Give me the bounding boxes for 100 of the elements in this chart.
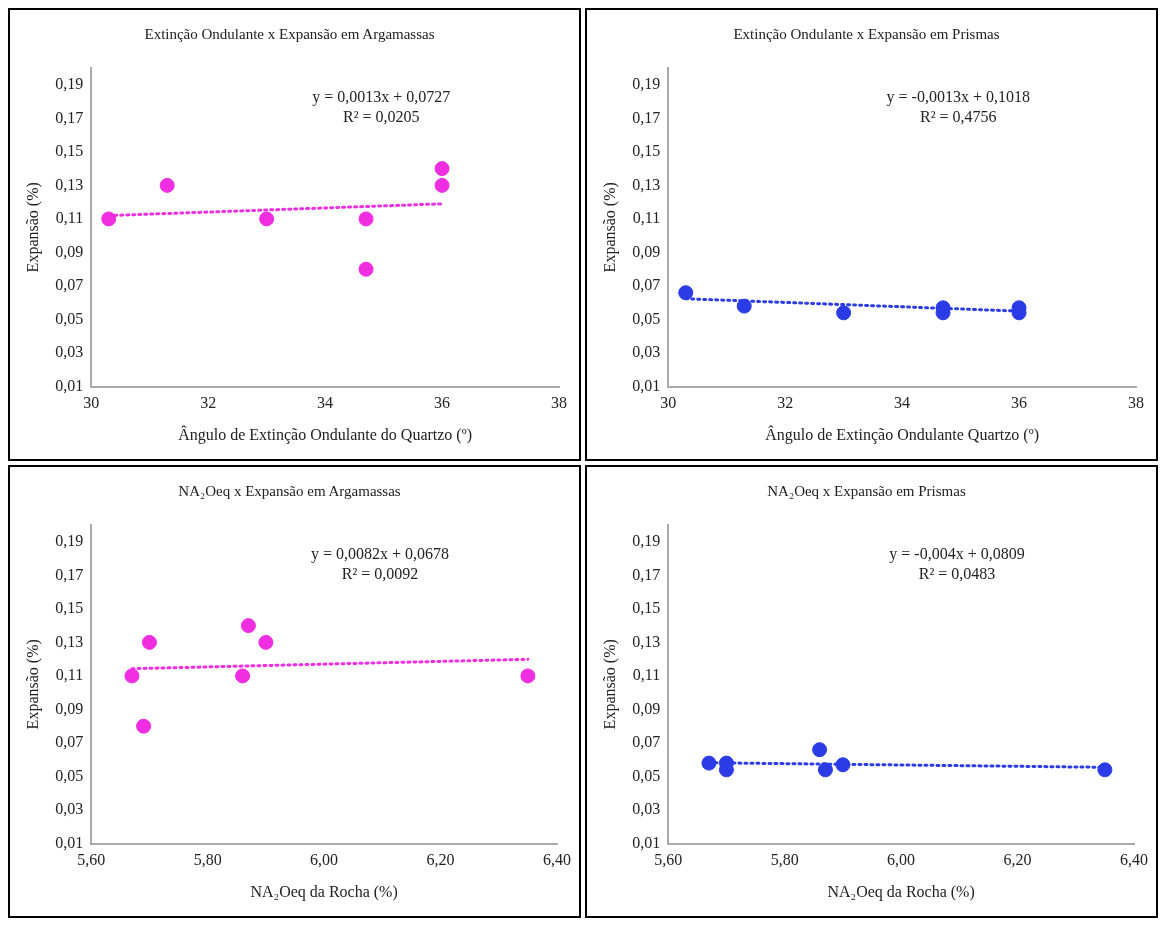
y-tick-label: 0,01 bbox=[632, 376, 661, 394]
x-axis-title: Ângulo de Extinção Ondulante do Quartzo (º) bbox=[178, 424, 472, 444]
y-tick-label: 0,05 bbox=[55, 309, 84, 327]
annotation: y = 0,0082x + 0,0678 bbox=[310, 545, 450, 564]
chart-title: NA₂Oeq x Expansão em Prismas bbox=[767, 482, 966, 499]
x-tick-label: 34 bbox=[894, 394, 911, 412]
annotation: R² = 0,4756 bbox=[919, 108, 997, 126]
point bbox=[136, 718, 152, 734]
annotation: y = 0,0013x + 0,0727 bbox=[312, 88, 451, 107]
chart-title: Extinção Ondulante x Expansão em Argamassas bbox=[144, 25, 435, 42]
x-tick-label: 38 bbox=[1128, 394, 1144, 412]
x-tick-label: 32 bbox=[777, 394, 794, 412]
y-tick-label: 0,01 bbox=[55, 833, 84, 851]
y-tick-label: 0,01 bbox=[632, 833, 661, 851]
x-tick-label: 6,40 bbox=[1120, 851, 1148, 869]
point bbox=[836, 305, 852, 321]
y-tick-label: 0,19 bbox=[632, 531, 661, 549]
point bbox=[258, 634, 274, 650]
point bbox=[235, 668, 251, 684]
y-tick-label: 0,05 bbox=[632, 766, 661, 784]
y-tick-label: 0,17 bbox=[55, 108, 84, 126]
annotation: y = -0,0013x + 0,1018 bbox=[886, 88, 1030, 107]
y-tick-label: 0,19 bbox=[632, 74, 661, 92]
point bbox=[358, 211, 374, 227]
y-tick-label: 0,13 bbox=[632, 175, 661, 193]
y-tick-label: 0,15 bbox=[632, 599, 661, 617]
y-tick-label: 0,11 bbox=[55, 666, 84, 684]
point bbox=[101, 211, 117, 227]
y-tick-label: 0,03 bbox=[55, 343, 84, 361]
y-tick-label: 0,11 bbox=[632, 666, 661, 684]
y-tick-label: 0,09 bbox=[55, 242, 84, 260]
x-axis-title: NA₂Oeq da Rocha (%) bbox=[827, 882, 975, 901]
x-tick-label: 30 bbox=[660, 394, 677, 412]
y-axis-title: Expansão (%) bbox=[600, 182, 619, 273]
y-tick-label: 0,19 bbox=[55, 531, 84, 549]
y-axis-title: Expansão (%) bbox=[600, 639, 619, 730]
y-tick-label: 0,07 bbox=[632, 276, 661, 294]
point bbox=[812, 742, 828, 758]
y-tick-label: 0,11 bbox=[55, 209, 84, 227]
y-tick-label: 0,15 bbox=[55, 599, 84, 617]
x-tick-label: 34 bbox=[317, 394, 334, 412]
chart-title: NA₂Oeq x Expansão em Argamassas bbox=[178, 482, 401, 499]
point bbox=[817, 762, 833, 778]
point bbox=[701, 755, 717, 771]
x-tick-label: 5,80 bbox=[770, 851, 799, 869]
point bbox=[259, 211, 275, 227]
y-tick-label: 0,07 bbox=[55, 276, 84, 294]
x-axis-title: NA₂Oeq da Rocha (%) bbox=[250, 882, 398, 901]
point bbox=[358, 261, 374, 277]
y-tick-label: 0,11 bbox=[632, 209, 661, 227]
y-tick-label: 0,03 bbox=[632, 343, 661, 361]
point bbox=[434, 177, 450, 193]
y-tick-label: 0,01 bbox=[55, 376, 84, 394]
x-tick-label: 30 bbox=[83, 394, 100, 412]
x-tick-label: 5,60 bbox=[77, 851, 106, 869]
point bbox=[240, 618, 256, 634]
x-tick-label: 38 bbox=[551, 394, 567, 412]
x-axis-title: Ângulo de Extinção Ondulante Quartzo (º) bbox=[765, 424, 1039, 444]
y-tick-label: 0,05 bbox=[632, 309, 661, 327]
y-tick-label: 0,17 bbox=[632, 108, 661, 126]
x-tick-label: 5,80 bbox=[193, 851, 222, 869]
y-tick-label: 0,05 bbox=[55, 766, 84, 784]
y-tick-label: 0,09 bbox=[55, 699, 84, 717]
x-tick-label: 36 bbox=[434, 394, 451, 412]
point bbox=[835, 757, 851, 773]
point bbox=[124, 668, 140, 684]
point bbox=[678, 285, 694, 301]
y-tick-label: 0,17 bbox=[55, 565, 84, 583]
x-tick-label: 6,40 bbox=[543, 851, 571, 869]
x-tick-label: 6,20 bbox=[426, 851, 455, 869]
chart-title: Extinção Ondulante x Expansão em Prismas bbox=[733, 25, 1000, 42]
y-tick-label: 0,15 bbox=[55, 142, 84, 160]
y-tick-label: 0,07 bbox=[632, 733, 661, 751]
y-tick-label: 0,03 bbox=[632, 800, 661, 818]
y-axis-title: Expansão (%) bbox=[23, 639, 42, 730]
x-tick-label: 36 bbox=[1011, 394, 1028, 412]
annotation: y = -0,004x + 0,0809 bbox=[889, 545, 1025, 564]
annotation: R² = 0,0483 bbox=[918, 565, 996, 583]
y-tick-label: 0,09 bbox=[632, 699, 661, 717]
annotation: R² = 0,0092 bbox=[341, 565, 419, 583]
point bbox=[141, 634, 157, 650]
y-tick-label: 0,13 bbox=[55, 175, 84, 193]
y-tick-label: 0,09 bbox=[632, 242, 661, 260]
y-axis-title: Expansão (%) bbox=[23, 182, 42, 273]
y-tick-label: 0,07 bbox=[55, 733, 84, 751]
x-tick-label: 32 bbox=[200, 394, 217, 412]
point bbox=[736, 298, 752, 314]
x-tick-label: 6,20 bbox=[1003, 851, 1032, 869]
y-tick-label: 0,13 bbox=[55, 632, 84, 650]
point bbox=[434, 161, 450, 177]
point bbox=[159, 177, 175, 193]
point bbox=[520, 668, 536, 684]
y-tick-label: 0,17 bbox=[632, 565, 661, 583]
x-tick-label: 5,60 bbox=[654, 851, 683, 869]
y-tick-label: 0,15 bbox=[632, 142, 661, 160]
point bbox=[1097, 762, 1113, 778]
y-tick-label: 0,13 bbox=[632, 632, 661, 650]
y-tick-label: 0,03 bbox=[55, 800, 84, 818]
x-tick-label: 6,00 bbox=[887, 851, 916, 869]
x-tick-label: 6,00 bbox=[310, 851, 339, 869]
